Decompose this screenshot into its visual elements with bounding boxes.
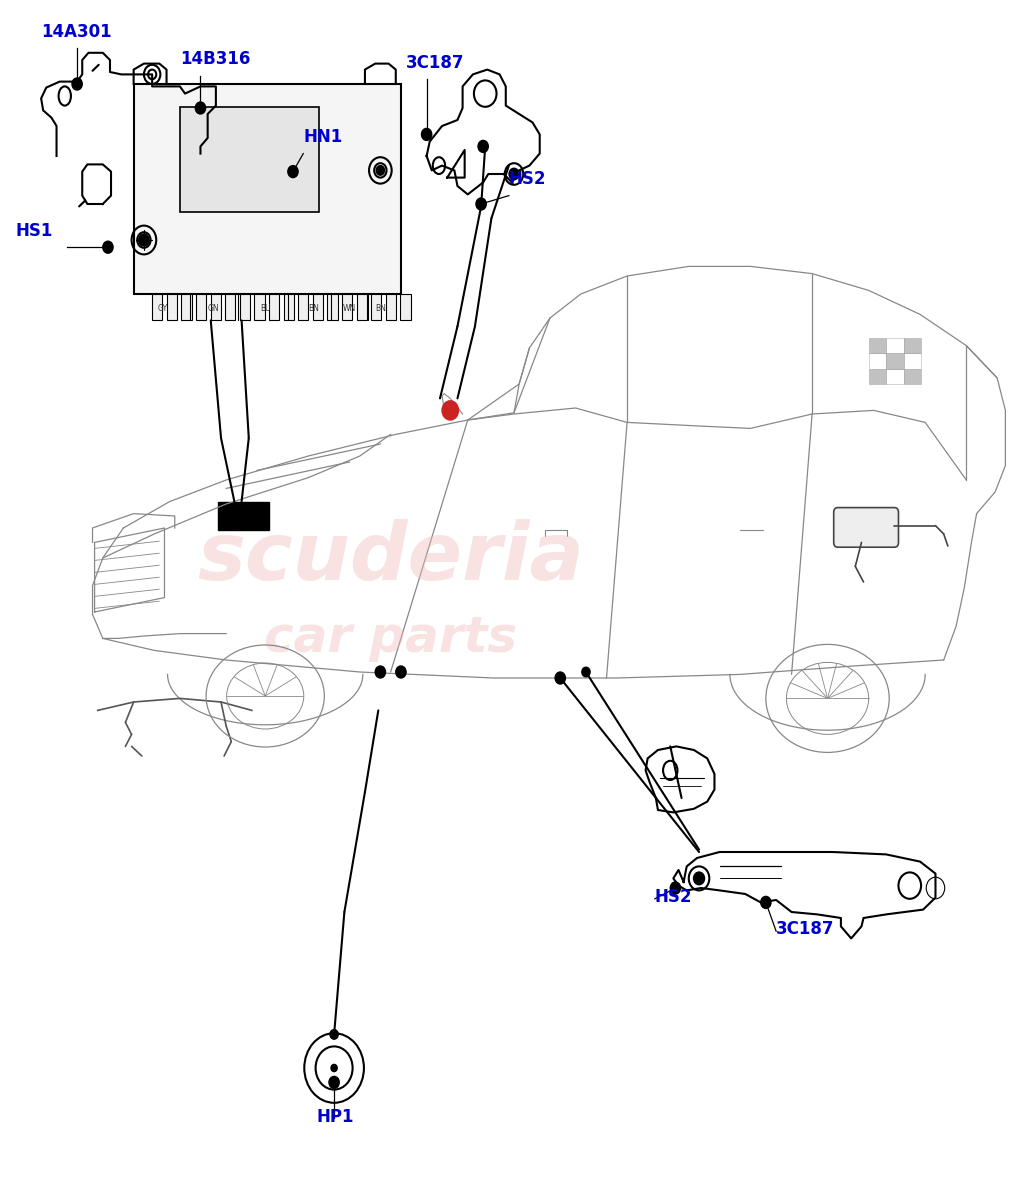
Bar (211, 294, 221, 320)
FancyBboxPatch shape (834, 508, 898, 547)
Circle shape (396, 666, 406, 678)
Circle shape (582, 667, 590, 677)
Text: car parts: car parts (264, 614, 517, 662)
Text: HP1: HP1 (317, 1108, 354, 1126)
Text: WN: WN (343, 304, 356, 312)
Bar (181, 294, 191, 320)
Bar (284, 294, 294, 320)
Circle shape (329, 1076, 339, 1088)
Bar (196, 294, 207, 320)
Bar (869, 338, 886, 353)
Bar (886, 338, 904, 353)
Bar (886, 353, 904, 368)
Bar (327, 294, 337, 320)
Circle shape (695, 874, 703, 883)
Bar (152, 294, 162, 320)
Text: BN: BN (308, 304, 319, 312)
Bar (904, 338, 921, 353)
Circle shape (376, 166, 384, 175)
Circle shape (103, 241, 113, 253)
Bar (400, 294, 410, 320)
Circle shape (478, 140, 488, 152)
Bar (298, 294, 308, 320)
Text: GN: GN (208, 304, 220, 312)
Text: 14A301: 14A301 (41, 23, 112, 41)
Bar (269, 294, 280, 320)
Bar (386, 294, 396, 320)
Circle shape (288, 166, 298, 178)
Bar (904, 368, 921, 384)
Circle shape (330, 1030, 338, 1039)
Circle shape (555, 672, 565, 684)
Text: BN: BN (375, 304, 386, 312)
Circle shape (421, 128, 432, 140)
Circle shape (510, 169, 518, 179)
Circle shape (761, 896, 771, 908)
Text: 3C187: 3C187 (406, 54, 465, 72)
Circle shape (139, 234, 149, 246)
Bar (240, 294, 250, 320)
Text: scuderia: scuderia (197, 518, 584, 596)
Bar (886, 368, 904, 384)
Bar (225, 294, 235, 320)
Bar (313, 294, 323, 320)
Bar (342, 294, 353, 320)
Text: HS2: HS2 (509, 170, 546, 188)
Bar (218, 502, 269, 530)
Circle shape (195, 102, 206, 114)
Text: 14B316: 14B316 (180, 50, 250, 68)
Text: HS2: HS2 (655, 888, 692, 906)
Bar (869, 368, 886, 384)
Bar (134, 84, 401, 294)
Text: BU: BU (260, 304, 270, 312)
Bar (254, 294, 264, 320)
Circle shape (670, 882, 681, 894)
Circle shape (375, 666, 386, 678)
Circle shape (476, 198, 486, 210)
Bar (180, 107, 319, 212)
Bar (869, 353, 886, 368)
Text: GY: GY (157, 304, 168, 312)
Circle shape (72, 78, 82, 90)
Circle shape (331, 1064, 337, 1072)
Text: 3C187: 3C187 (776, 920, 835, 938)
Text: HN1: HN1 (303, 128, 342, 146)
Bar (167, 294, 177, 320)
Bar (904, 353, 921, 368)
Circle shape (442, 401, 458, 420)
Bar (371, 294, 381, 320)
Bar (357, 294, 367, 320)
Text: HS1: HS1 (15, 222, 52, 240)
